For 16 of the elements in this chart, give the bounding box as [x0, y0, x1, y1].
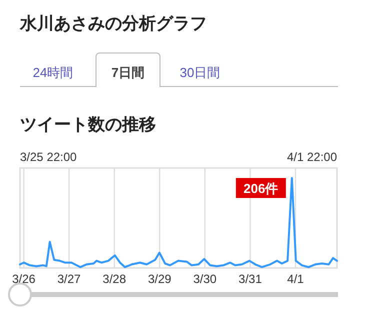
x-tick-label: 3/31	[238, 272, 262, 286]
range-label: 3/25 22:00	[20, 150, 77, 164]
data-label: 206件	[236, 178, 286, 198]
tab-label: 30日間	[180, 65, 220, 80]
annotation: 206件	[244, 181, 278, 196]
tab-label: 7日間	[111, 65, 145, 80]
range-label: 4/1 22:00	[286, 150, 337, 164]
x-tick-label: 3/27	[57, 272, 82, 286]
subtitle: ツイート数の推移	[20, 115, 156, 134]
title: 水川あさみの分析グラフ	[20, 14, 207, 33]
tab-label: 24時間	[32, 65, 74, 80]
x-tick-label: 3/28	[102, 272, 126, 286]
x-tick-label: 4/1	[287, 272, 304, 286]
x-tick-label: 3/26	[12, 272, 36, 286]
x-tick-label: 3/29	[148, 272, 172, 286]
x-tick-label: 3/30	[193, 272, 217, 286]
